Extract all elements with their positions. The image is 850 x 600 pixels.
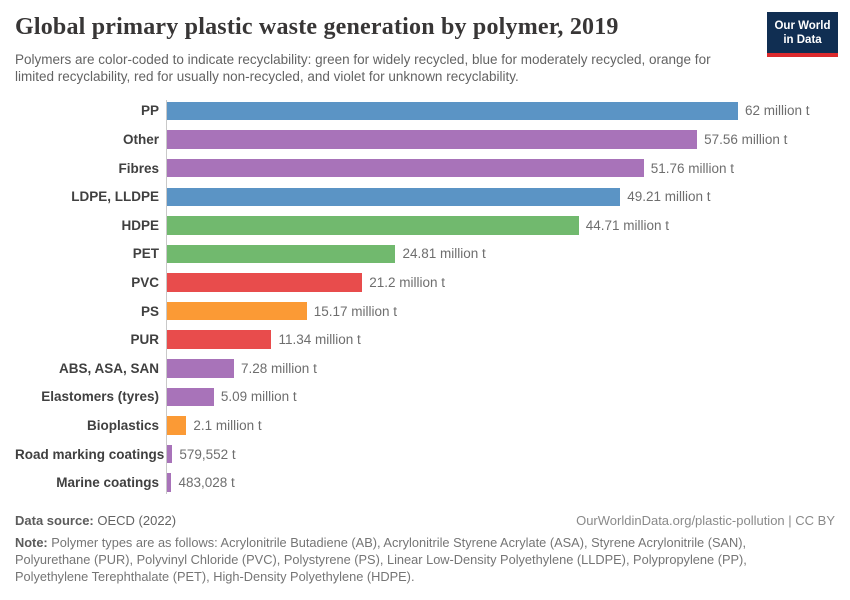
bar-bioplastics[interactable] bbox=[167, 416, 187, 435]
header: Global primary plastic waste generation … bbox=[15, 12, 838, 86]
value-label: 57.56 million t bbox=[704, 132, 788, 148]
footnote-text: Polymer types are as follows: Acrylonitr… bbox=[15, 535, 747, 584]
source-row: Data source: OECD (2022) OurWorldinData.… bbox=[15, 513, 835, 528]
bar-row: PVC 21.2 million t bbox=[15, 268, 835, 297]
data-source-value: OECD (2022) bbox=[93, 513, 177, 528]
category-label: Other bbox=[122, 132, 159, 148]
value-label: 483,028 t bbox=[178, 475, 235, 491]
bar-track: 7.28 million t bbox=[166, 354, 835, 383]
bar-fibres[interactable] bbox=[167, 158, 644, 178]
bar-track: 49.21 million t bbox=[166, 182, 835, 211]
bar-road-marking-coatings[interactable] bbox=[167, 444, 173, 464]
bar-track: 51.76 million t bbox=[166, 154, 835, 183]
bar-row: PUR 11.34 million t bbox=[15, 325, 835, 354]
bar-track: 11.34 million t bbox=[166, 325, 835, 354]
bar-track: 579,552 t bbox=[166, 440, 835, 469]
bar-pet[interactable] bbox=[167, 244, 396, 264]
value-label: 51.76 million t bbox=[650, 160, 734, 176]
value-label: 49.21 million t bbox=[627, 189, 711, 205]
y-axis-line bbox=[166, 99, 167, 494]
value-label: 44.71 million t bbox=[585, 217, 670, 233]
bar-chart: PP 62 million t Other 57.56 million t Fibres… bbox=[15, 97, 835, 497]
value-label: 5.09 million t bbox=[220, 389, 297, 405]
footnote-label: Note: bbox=[15, 535, 48, 550]
value-label: 15.17 million t bbox=[313, 303, 397, 319]
owid-logo[interactable]: Our World in Data bbox=[767, 12, 838, 57]
bar-track: 57.56 million t bbox=[166, 125, 835, 154]
owid-url-license: OurWorldinData.org/plastic-pollution | C… bbox=[576, 513, 835, 528]
bar-track: 2.1 million t bbox=[166, 411, 835, 440]
bar-track: 62 million t bbox=[166, 97, 835, 126]
bar-hdpe[interactable] bbox=[167, 216, 579, 235]
bar-rows: PP 62 million t Other 57.56 million t Fibres… bbox=[15, 97, 835, 497]
footnote: Note: Polymer types are as follows: Acry… bbox=[15, 535, 777, 586]
bar-row: Road marking coatings 579,552 t bbox=[15, 440, 835, 469]
category-label: PET bbox=[132, 246, 159, 262]
bar-track: 5.09 million t bbox=[166, 383, 835, 412]
bar-row: Marine coatings 483,028 t bbox=[15, 468, 835, 497]
category-label: Fibres bbox=[118, 160, 159, 176]
category-label: Road marking coatings bbox=[15, 446, 165, 462]
category-label: PUR bbox=[130, 332, 159, 348]
data-source-label: Data source: bbox=[15, 513, 94, 528]
bar-pur[interactable] bbox=[167, 330, 272, 349]
bar-ps[interactable] bbox=[167, 301, 307, 321]
category-label: Marine coatings bbox=[56, 475, 159, 491]
value-label: 11.34 million t bbox=[278, 332, 361, 348]
owid-logo-line2: in Data bbox=[783, 34, 822, 47]
value-label: 579,552 t bbox=[179, 446, 236, 462]
footer: Data source: OECD (2022) OurWorldinData.… bbox=[15, 513, 835, 586]
value-label: 7.28 million t bbox=[241, 360, 317, 376]
bar-row: LDPE, LLDPE 49.21 million t bbox=[15, 182, 835, 211]
value-label: 62 million t bbox=[745, 103, 810, 119]
bar-abs-asa-san[interactable] bbox=[167, 359, 235, 378]
bar-row: Other 57.56 million t bbox=[15, 125, 835, 154]
bar-track: 24.81 million t bbox=[166, 240, 835, 269]
bar-track: 21.2 million t bbox=[166, 268, 835, 297]
category-label: Bioplastics bbox=[86, 418, 159, 434]
bar-row: Fibres 51.76 million t bbox=[15, 154, 835, 183]
chart-subtitle: Polymers are color-coded to indicate rec… bbox=[15, 51, 711, 85]
page-title: Global primary plastic waste generation … bbox=[15, 14, 619, 40]
bar-row: Elastomers (tyres) 5.09 million t bbox=[15, 383, 835, 412]
value-label: 2.1 million t bbox=[193, 418, 262, 434]
bar-row: Bioplastics 2.1 million t bbox=[15, 411, 835, 440]
data-source: Data source: OECD (2022) bbox=[15, 513, 176, 528]
owid-logo-line1: Our World bbox=[774, 20, 831, 32]
bar-other[interactable] bbox=[167, 130, 698, 149]
bar-row: ABS, ASA, SAN 7.28 million t bbox=[15, 354, 835, 383]
bar-row: PET 24.81 million t bbox=[15, 240, 835, 269]
bar-marine-coatings[interactable] bbox=[167, 473, 172, 492]
bar-row: PP 62 million t bbox=[15, 97, 835, 126]
category-label: PVC bbox=[131, 275, 159, 291]
category-label: ABS, ASA, SAN bbox=[58, 360, 159, 376]
bar-ldpe-lldpe[interactable] bbox=[167, 187, 621, 207]
bar-row: HDPE 44.71 million t bbox=[15, 211, 835, 240]
value-label: 21.2 million t bbox=[369, 275, 446, 291]
bar-track: 44.71 million t bbox=[166, 211, 835, 240]
category-label: PP bbox=[140, 103, 159, 119]
category-label: PS bbox=[140, 303, 159, 319]
bar-elastomers-tyres[interactable] bbox=[167, 387, 214, 407]
bar-track: 15.17 million t bbox=[166, 297, 835, 326]
bar-track: 483,028 t bbox=[166, 468, 835, 497]
value-label: 24.81 million t bbox=[402, 246, 486, 262]
category-label: LDPE, LLDPE bbox=[71, 189, 159, 205]
category-label: HDPE bbox=[121, 217, 159, 233]
category-label: Elastomers (tyres) bbox=[41, 389, 159, 405]
bar-row: PS 15.17 million t bbox=[15, 297, 835, 326]
bar-pvc[interactable] bbox=[167, 273, 363, 292]
bar-pp[interactable] bbox=[167, 101, 738, 121]
